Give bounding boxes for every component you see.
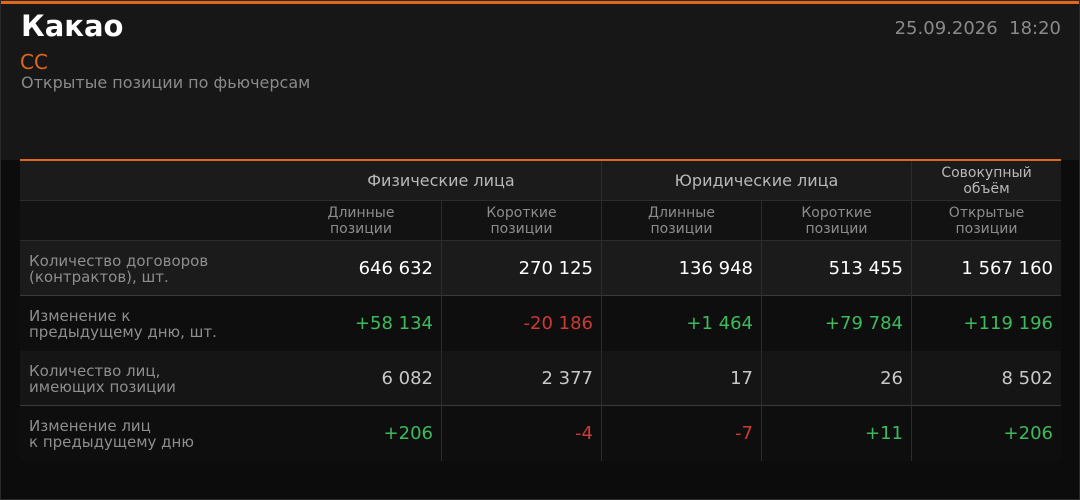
text: Длинные [327,205,395,221]
value-cell: 136 948 [601,241,761,296]
value-cell: 26 [761,351,911,406]
value-cell: +11 [761,406,911,461]
value-cell: 6 082 [281,351,441,406]
text: -4 [575,422,593,444]
text: Количество договоров [29,251,209,270]
header-row-bg [20,161,1061,201]
column-header: Открытые позиции [911,201,1061,241]
text: 646 632 [358,257,433,279]
text: позиции [955,221,1018,237]
text: позиции [330,221,392,237]
value-cell: 8 502 [911,351,1061,406]
value-cell: +119 196 [911,296,1061,351]
value-cell: 270 125 [441,241,601,296]
group-header: Совокупный объём [911,161,1061,201]
column-header: Короткие позиции [441,201,601,241]
text: 8 502 [1001,367,1053,389]
value-cell: +1 464 [601,296,761,351]
text: Изменение лиц [29,416,151,435]
text: 17 [730,367,753,389]
row-label: Изменение лиц к предыдущему дню [29,406,281,461]
text: +119 196 [963,312,1053,334]
group-header: Юридические лица [601,161,911,201]
text: Изменение к [29,306,131,325]
value-cell: 2 377 [441,351,601,406]
column-header: Длинные позиции [601,201,761,241]
value-cell: 513 455 [761,241,911,296]
value-cell: +206 [911,406,1061,461]
text: -20 186 [523,312,593,334]
text: позиции [650,221,713,237]
text: +206 [1003,422,1053,444]
row-label: Изменение к предыдущему дню, шт. [29,296,281,351]
text: позиции [805,221,868,237]
column-header: Длинные позиции [281,201,441,241]
row-label: Количество договоров (контрактов), шт. [29,241,281,296]
text: +1 464 [686,312,753,334]
text: 270 125 [518,257,593,279]
ticker-code: CC [20,50,48,74]
text: 2 377 [541,367,593,389]
text: 136 948 [678,257,753,279]
table-row [20,296,1061,351]
value-cell: 646 632 [281,241,441,296]
text: Короткие [801,205,872,221]
text: Физические лица [367,171,515,190]
text: 26 [880,367,903,389]
row-label: Количество лиц, имеющих позиции [29,351,281,406]
text: +206 [383,422,433,444]
column-header: Короткие позиции [761,201,911,241]
value-cell: -7 [601,406,761,461]
datetime: 25.09.2026 18:20 [894,18,1061,39]
table-row [20,241,1061,296]
value-cell: 1 567 160 [911,241,1061,296]
value-cell: -4 [441,406,601,461]
text: (контрактов), шт. [29,267,169,286]
text: +79 784 [824,312,903,334]
header-panel [1,1,1079,160]
value-cell: +58 134 [281,296,441,351]
value-cell: 17 [601,351,761,406]
value-cell: -20 186 [441,296,601,351]
text: Юридические лица [674,171,839,190]
text: позиции [490,221,553,237]
text: Совокупный [941,165,1032,181]
text: 1 567 160 [961,257,1053,279]
text: Открытые [948,205,1025,221]
table-row [20,406,1061,461]
text: +11 [865,422,903,444]
text: 6 082 [381,367,433,389]
text: Количество лиц, [29,361,161,380]
text: объём [963,181,1010,197]
table-row [20,351,1061,406]
subtitle: Открытые позиции по фьючерсам [21,73,311,92]
value-cell: +206 [281,406,441,461]
text: к предыдущему дню [29,432,194,451]
text: Короткие [486,205,557,221]
header-row-bg [20,201,1061,241]
value-cell: +79 784 [761,296,911,351]
text: имеющих позиции [29,377,176,396]
text: +58 134 [354,312,433,334]
text: 513 455 [828,257,903,279]
text: Длинные [648,205,715,221]
group-header: Физические лица [281,161,601,201]
text: предыдущему дню, шт. [29,322,217,341]
positions-table: Физические лица Юридические лица Совокупны… [20,159,1061,462]
title: Какао [21,9,124,43]
text: -7 [735,422,753,444]
